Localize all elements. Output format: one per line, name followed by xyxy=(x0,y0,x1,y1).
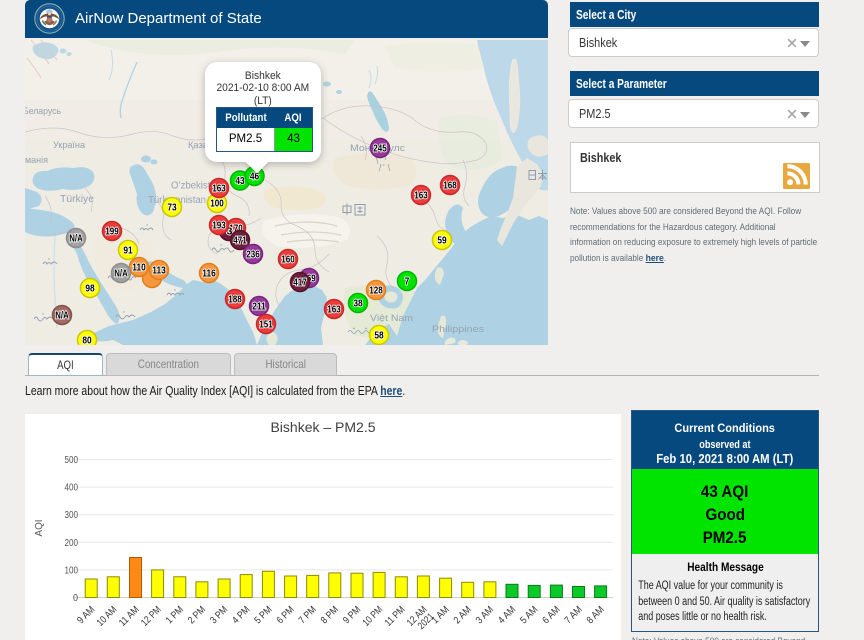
svg-text:N/A: N/A xyxy=(55,310,69,322)
svg-text:193: 193 xyxy=(212,220,226,232)
svg-text:245: 245 xyxy=(373,143,387,155)
svg-text:128: 128 xyxy=(369,285,383,297)
svg-text:43: 43 xyxy=(235,175,244,187)
svg-text:0: 0 xyxy=(73,593,78,604)
svg-text:400: 400 xyxy=(65,483,79,494)
svg-text:200: 200 xyxy=(65,538,79,549)
svg-text:110: 110 xyxy=(132,262,146,274)
svg-text:Bishkek – PM2.5: Bishkek – PM2.5 xyxy=(270,419,375,435)
svg-text:116: 116 xyxy=(202,268,216,280)
svg-text:3: 3 xyxy=(227,226,233,238)
svg-text:500: 500 xyxy=(65,455,79,466)
svg-text:Беларусь: Беларусь xyxy=(25,106,61,117)
svg-text:417: 417 xyxy=(293,277,307,289)
svg-text:188: 188 xyxy=(228,294,242,306)
svg-text:N/A: N/A xyxy=(69,233,83,245)
svg-text:168: 168 xyxy=(443,180,457,192)
svg-text:N/A: N/A xyxy=(114,268,128,280)
svg-text:58: 58 xyxy=(374,330,383,342)
svg-text:Україна: Україна xyxy=(53,140,86,151)
svg-text:163: 163 xyxy=(414,190,428,202)
svg-text:38: 38 xyxy=(353,298,362,310)
svg-text:300: 300 xyxy=(65,510,79,521)
svg-text:Türkiye: Türkiye xyxy=(60,193,94,205)
svg-text:151: 151 xyxy=(259,319,273,331)
svg-text:211: 211 xyxy=(252,301,266,313)
svg-text:236: 236 xyxy=(246,249,260,261)
svg-text:7: 7 xyxy=(405,276,410,288)
svg-text:163: 163 xyxy=(212,183,226,195)
svg-text:46: 46 xyxy=(250,171,259,183)
svg-text:Việt Nam: Việt Nam xyxy=(370,313,413,324)
svg-text:160: 160 xyxy=(281,254,295,266)
svg-text:113: 113 xyxy=(152,265,166,277)
svg-text:манія: манія xyxy=(25,155,48,166)
svg-text:199: 199 xyxy=(105,226,119,238)
svg-text:Philippines: Philippines xyxy=(432,324,484,335)
svg-text:471: 471 xyxy=(233,235,247,247)
svg-text:98: 98 xyxy=(85,283,94,295)
svg-text:100: 100 xyxy=(65,565,79,576)
svg-text:73: 73 xyxy=(167,202,176,214)
svg-text:O’zbekiston: O’zbekiston xyxy=(171,181,221,192)
svg-text:100: 100 xyxy=(210,198,224,210)
svg-text:59: 59 xyxy=(437,235,446,247)
svg-text:163: 163 xyxy=(327,304,341,316)
svg-text:91: 91 xyxy=(123,245,132,257)
svg-text:AQI: AQI xyxy=(33,520,45,537)
svg-text:80: 80 xyxy=(82,335,91,345)
